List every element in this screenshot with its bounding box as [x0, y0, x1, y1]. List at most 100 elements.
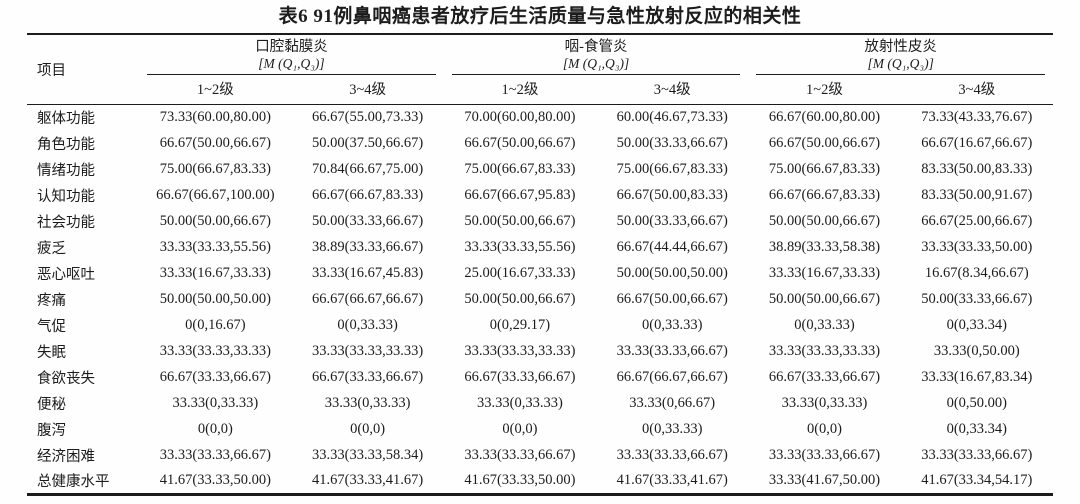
row-label: 认知功能: [37, 189, 95, 205]
cell-pharyngeal-low: 70.00(60.00,80.00): [464, 109, 576, 126]
cell-oral-high: 66.67(33.33,66.67): [312, 369, 424, 385]
cell-oral-low: 50.00(50.00,50.00): [159, 291, 271, 307]
cell-oral-low: 66.67(33.33,66.67): [159, 369, 271, 385]
cell-pharyngeal-high: 66.67(44.44,66.67): [616, 239, 728, 255]
row-label: 总健康水平: [37, 474, 110, 491]
cell-oral-high: 33.33(33.33,58.34): [312, 447, 424, 463]
cell-skin-high: 83.33(50.00,91.67): [921, 187, 1033, 203]
table-body: 躯体功能 73.33(60.00,80.00) 66.67(55.00,73.3…: [27, 105, 1053, 495]
cell-pharyngeal-high: 66.67(50.00,83.33): [616, 187, 728, 203]
cell-pharyngeal-high: 50.00(33.33,66.67): [616, 213, 728, 229]
cell-pharyngeal-low: 75.00(66.67,83.33): [464, 161, 576, 177]
cell-skin-low: 66.67(50.00,66.67): [768, 135, 881, 151]
cell-pharyngeal-low: 33.33(33.33,55.56): [464, 239, 576, 255]
cell-oral-low: 33.33(33.33,66.67): [159, 447, 271, 463]
cell-skin-high: 33.33(33.33,66.67): [921, 447, 1033, 463]
group-name: 放射性皮炎: [864, 39, 937, 55]
cell-oral-high: 50.00(33.33,66.67): [312, 213, 424, 229]
table-title: 表6 91例鼻咽癌患者放疗后生活质量与急性放射反应的相关性: [278, 6, 802, 27]
cell-oral-low: 33.33(0,33.33): [172, 395, 259, 411]
cell-skin-high: 0(0,33.34): [946, 421, 1008, 437]
cell-skin-low: 33.33(33.33,66.67): [768, 447, 881, 463]
cell-pharyngeal-low: 33.33(0,33.33): [477, 395, 563, 411]
cell-pharyngeal-high: 33.33(33.33,66.67): [616, 343, 728, 359]
group-header-inner: 咽-食管炎 [M (Q₁,Q₃)]: [451, 38, 741, 75]
group-name: 口腔黏膜炎: [255, 39, 328, 55]
group-stat-label: [M (Q₁,Q₃)]: [562, 56, 630, 71]
cell-oral-high: 66.67(66.67,83.33): [312, 187, 424, 203]
cell-oral-high: 33.33(33.33,33.33): [312, 343, 424, 359]
cell-pharyngeal-high: 60.00(46.67,73.33): [616, 109, 728, 126]
cell-oral-low: 66.67(50.00,66.67): [159, 135, 271, 151]
row-label: 气促: [37, 319, 66, 335]
cell-skin-high: 73.33(43.33,76.67): [921, 109, 1033, 126]
cell-skin-low: 0(0,33.33): [794, 317, 855, 333]
cell-pharyngeal-low: 66.67(33.33,66.67): [464, 369, 576, 385]
cell-skin-high: 33.33(0,50.00): [933, 343, 1020, 359]
cell-pharyngeal-high: 75.00(66.67,83.33): [616, 161, 728, 177]
cell-skin-high: 41.67(33.34,54.17): [921, 472, 1033, 489]
grade-header-oral-high: 3~4级: [291, 75, 444, 105]
cell-pharyngeal-high: 50.00(50.00,50.00): [616, 265, 728, 281]
grade-header-pharyngeal-low: 1~2级: [443, 75, 597, 105]
cell-pharyngeal-low: 33.33(33.33,33.33): [464, 343, 576, 359]
cell-oral-low: 50.00(50.00,66.67): [159, 213, 271, 229]
group-name: 咽-食管炎: [564, 39, 628, 55]
cell-skin-low: 33.33(16.67,33.33): [768, 265, 881, 281]
cell-pharyngeal-low: 50.00(50.00,66.67): [464, 291, 576, 307]
cell-skin-low: 33.33(33.33,33.33): [768, 343, 881, 359]
cell-oral-high: 50.00(37.50,66.67): [312, 135, 424, 151]
cell-oral-high: 33.33(16.67,45.83): [312, 265, 424, 281]
row-label: 疲乏: [37, 241, 66, 257]
cell-skin-high: 50.00(33.33,66.67): [921, 291, 1033, 307]
cell-skin-high: 66.67(25.00,66.67): [921, 213, 1033, 229]
cell-oral-low: 66.67(66.67,100.00): [156, 187, 275, 203]
table-row: 食欲丧失 66.67(33.33,66.67) 66.67(33.33,66.6…: [27, 365, 1053, 391]
row-label: 社会功能: [37, 215, 95, 231]
table-row: 便秘 33.33(0,33.33) 33.33(0,33.33) 33.33(0…: [27, 391, 1053, 417]
cell-oral-low: 33.33(33.33,55.56): [159, 239, 271, 255]
group-header-inner: 放射性皮炎 [M (Q₁,Q₃)]: [756, 38, 1045, 75]
row-label: 角色功能: [37, 137, 95, 153]
grade-header-skin-low: 1~2级: [748, 75, 901, 105]
row-label: 恶心呕吐: [37, 267, 95, 283]
cell-oral-low: 0(0,16.67): [185, 317, 246, 333]
grade-header-pharyngeal-high: 3~4级: [596, 75, 749, 105]
cell-oral-high: 66.67(55.00,73.33): [312, 109, 424, 126]
table-row: 经济困难 33.33(33.33,66.67) 33.33(33.33,58.3…: [27, 443, 1053, 469]
cell-skin-high: 0(0,33.34): [946, 317, 1008, 333]
group-stat-label: [M (Q₁,Q₃)]: [258, 56, 325, 71]
row-label: 腹泻: [37, 423, 66, 439]
grade-header-oral-low: 1~2级: [139, 75, 292, 105]
table-row: 情绪功能 75.00(66.67,83.33) 70.84(66.67,75.0…: [27, 157, 1053, 183]
group-header-radiation-dermatitis: 放射性皮炎 [M (Q₁,Q₃)]: [748, 34, 1053, 75]
cell-skin-low: 0(0,0): [806, 421, 842, 437]
cell-pharyngeal-low: 41.67(33.33,50.00): [464, 472, 576, 489]
cell-skin-low: 66.67(33.33,66.67): [768, 369, 881, 385]
cell-skin-low: 38.89(33.33,58.38): [768, 239, 881, 255]
cell-skin-low: 66.67(60.00,80.00): [768, 109, 881, 126]
cell-oral-low: 41.67(33.33,50.00): [159, 472, 271, 489]
cell-pharyngeal-low: 50.00(50.00,66.67): [464, 213, 576, 229]
cell-oral-high: 38.89(33.33,66.67): [312, 239, 424, 255]
cell-pharyngeal-high: 50.00(33.33,66.67): [616, 135, 728, 151]
table-row: 疲乏 33.33(33.33,55.56) 38.89(33.33,66.67)…: [27, 235, 1053, 261]
cell-oral-high: 41.67(33.33,41.67): [312, 472, 424, 489]
cell-skin-high: 33.33(16.67,83.34): [921, 369, 1033, 385]
cell-skin-high: 16.67(8.34,66.67): [924, 265, 1029, 281]
cell-skin-low: 50.00(50.00,66.67): [768, 213, 881, 229]
cell-oral-low: 0(0,0): [197, 421, 233, 437]
cell-pharyngeal-low: 66.67(66.67,95.83): [464, 187, 576, 203]
table-row: 认知功能 66.67(66.67,100.00) 66.67(66.67,83.…: [27, 183, 1053, 209]
cell-skin-high: 66.67(16.67,66.67): [921, 135, 1033, 151]
cell-skin-high: 0(0,50.00): [946, 395, 1008, 411]
row-label: 疼痛: [37, 293, 66, 309]
table-row: 腹泻 0(0,0) 0(0,0) 0(0,0) 0(0,33.33) 0(0,0…: [27, 417, 1053, 443]
table-row: 失眠 33.33(33.33,33.33) 33.33(33.33,33.33)…: [27, 339, 1053, 365]
table-row: 恶心呕吐 33.33(16.67,33.33) 33.33(16.67,45.8…: [27, 261, 1053, 287]
cell-pharyngeal-low: 33.33(33.33,66.67): [464, 447, 576, 463]
cell-pharyngeal-low: 66.67(50.00,66.67): [464, 135, 576, 151]
cell-pharyngeal-high: 41.67(33.33,41.67): [616, 472, 728, 489]
cell-oral-low: 73.33(60.00,80.00): [159, 109, 271, 126]
